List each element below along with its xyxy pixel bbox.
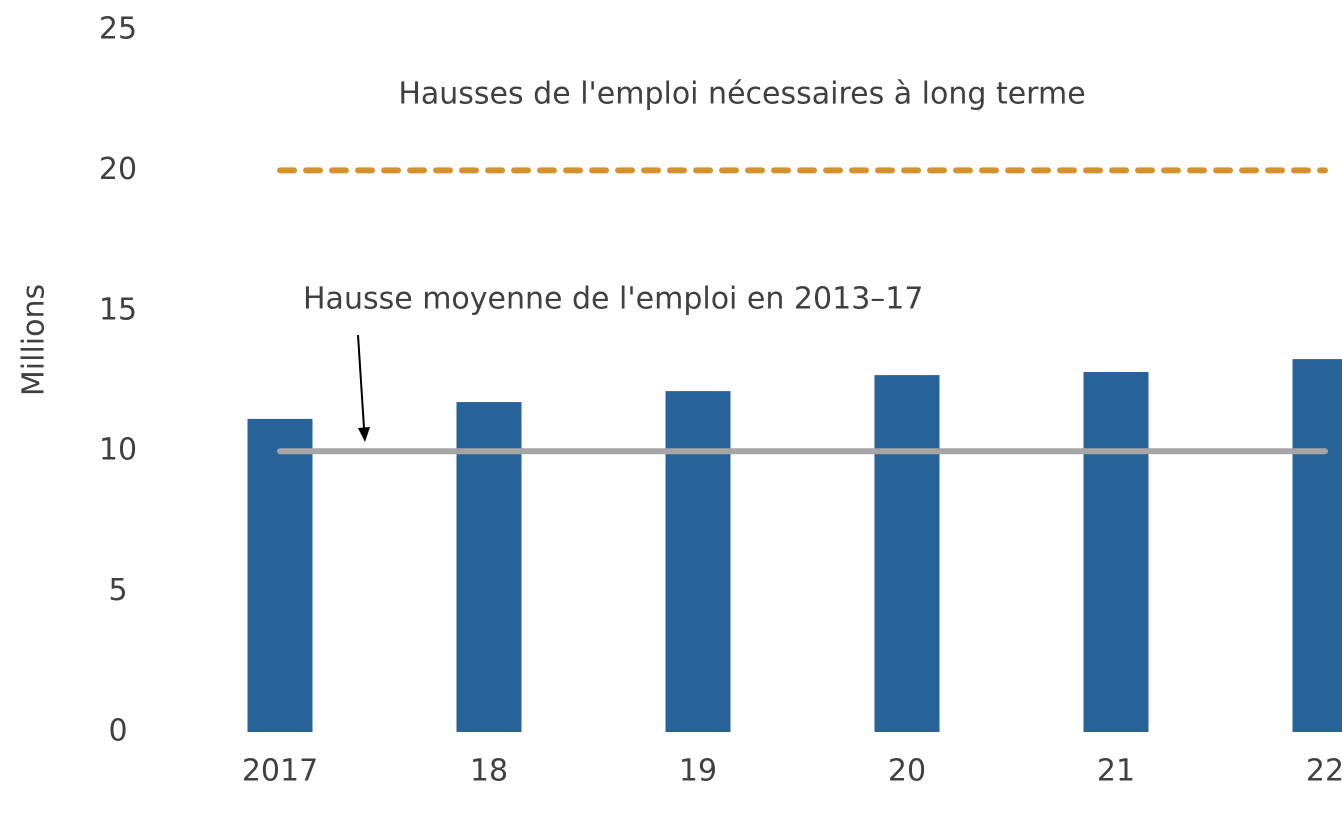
bar: [874, 375, 940, 732]
y-tick-label: 20: [99, 152, 137, 187]
y-tick-label: 0: [108, 714, 127, 749]
x-tick-label: 21: [1097, 754, 1135, 789]
x-tick-label: 20: [888, 754, 926, 789]
y-tick-label: 10: [99, 433, 137, 468]
bar: [247, 418, 313, 732]
y-tick-label: 15: [99, 292, 137, 327]
x-tick-label: 22: [1306, 754, 1342, 789]
x-tick-label: 18: [470, 754, 508, 789]
y-tick-label: 5: [108, 573, 127, 608]
y-tick-label: 25: [99, 12, 137, 47]
bar: [1292, 359, 1342, 732]
bar: [1083, 372, 1149, 732]
x-tick-label: 19: [679, 754, 717, 789]
y-axis-label: Millions: [17, 284, 52, 396]
x-tick-label: 2017: [242, 754, 318, 789]
bar: [665, 391, 731, 732]
annotation-arrow: [357, 334, 365, 429]
line-annotation: Hausses de l'emploi nécessaires à long t…: [398, 77, 1085, 112]
bar: [456, 402, 522, 732]
arrow-head: [358, 427, 370, 442]
line-annotation: Hausse moyenne de l'emploi en 2013–17: [303, 282, 923, 317]
